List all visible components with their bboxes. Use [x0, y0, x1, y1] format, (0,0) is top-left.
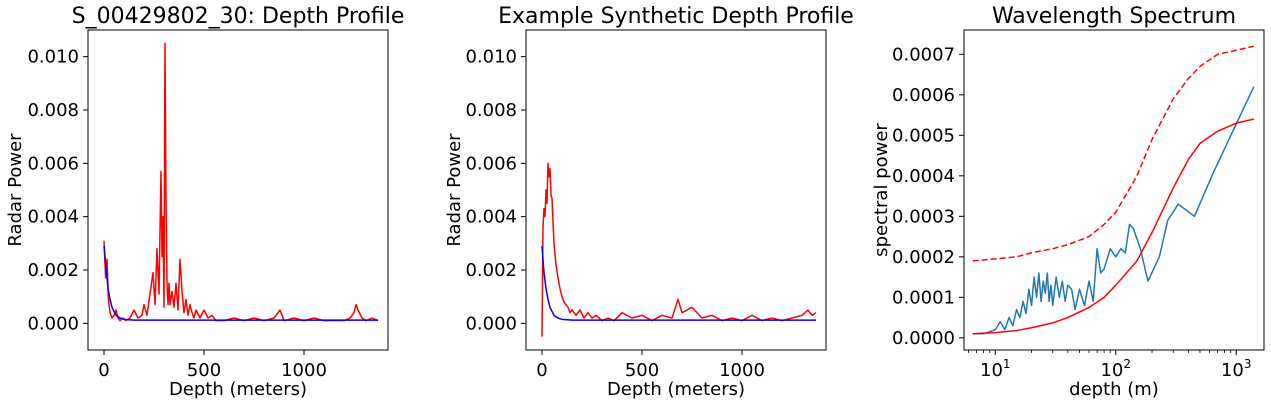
y-tick-label: 0.002 [27, 260, 79, 281]
x-tick-label: 101 [980, 357, 1011, 381]
x-axis-label: depth (m) [1069, 379, 1159, 400]
y-tick-label: 0.004 [27, 207, 79, 228]
y-axis-label: Radar Power [5, 133, 26, 247]
depth-profile-chart: 0.000 0.002 0.004 0.006 0.008 0.010 0 500 1000 S_… [5, 4, 404, 400]
y-tick-label: 0.010 [465, 47, 517, 68]
synthetic-profile-chart: 0.000 0.002 0.004 0.006 0.008 0.010 0 500 1000 Ex… [444, 4, 854, 400]
x-tick-label: 500 [187, 360, 221, 381]
y-tick-label: 0.002 [465, 260, 517, 281]
x-tick-label: 500 [625, 360, 659, 381]
y-tick-label: 0.008 [27, 100, 79, 121]
series-line-1 [972, 118, 1255, 335]
y-tick-label: 0.0007 [892, 44, 955, 65]
x-axis-label: Depth (meters) [607, 379, 745, 400]
chart-title: Wavelength Spectrum [992, 4, 1236, 29]
y-tick-label: 0.0000 [892, 328, 955, 349]
series-line-1 [103, 245, 378, 321]
series-line-1 [541, 245, 816, 321]
y-tick-label: 0.010 [27, 47, 79, 68]
x-tick-label: 1000 [281, 360, 327, 381]
series-line-0 [541, 162, 817, 337]
axes-frame [963, 29, 1265, 351]
y-tick-label: 0.0003 [892, 206, 955, 227]
y-tick-label: 0.0004 [892, 166, 955, 187]
y-tick-label: 0.000 [27, 313, 79, 334]
axes-frame [525, 29, 827, 351]
y-tick-label: 0.0005 [892, 125, 955, 146]
y-axis-label: spectral power [871, 123, 892, 257]
y-tick-label: 0.004 [465, 207, 517, 228]
y-tick-label: 0.0001 [892, 287, 955, 308]
x-tick-label: 0 [536, 360, 547, 381]
chart-title: Example Synthetic Depth Profile [498, 4, 854, 29]
chart-title: S_00429802_30: Depth Profile [72, 4, 405, 29]
series-line-0 [103, 42, 379, 322]
axes-frame [87, 29, 389, 351]
series-line-2 [972, 45, 1255, 262]
y-tick-label: 0.0002 [892, 247, 955, 268]
y-tick-label: 0.006 [465, 153, 517, 174]
x-tick-label: 1000 [719, 360, 765, 381]
x-tick-label: 0 [98, 360, 109, 381]
series-line-0 [972, 86, 1255, 335]
x-tick-label: 102 [1100, 357, 1131, 381]
wavelength-spectrum-chart: 0.0000 0.0001 0.0002 0.0003 0.0004 0.0005 0.00… [871, 4, 1265, 400]
y-axis-label: Radar Power [444, 133, 465, 247]
y-tick-label: 0.006 [27, 153, 79, 174]
x-axis-label: Depth (meters) [169, 379, 307, 400]
y-tick-label: 0.0006 [892, 85, 955, 106]
x-tick-label: 103 [1221, 357, 1252, 381]
y-tick-label: 0.008 [465, 100, 517, 121]
y-tick-label: 0.000 [465, 313, 517, 334]
